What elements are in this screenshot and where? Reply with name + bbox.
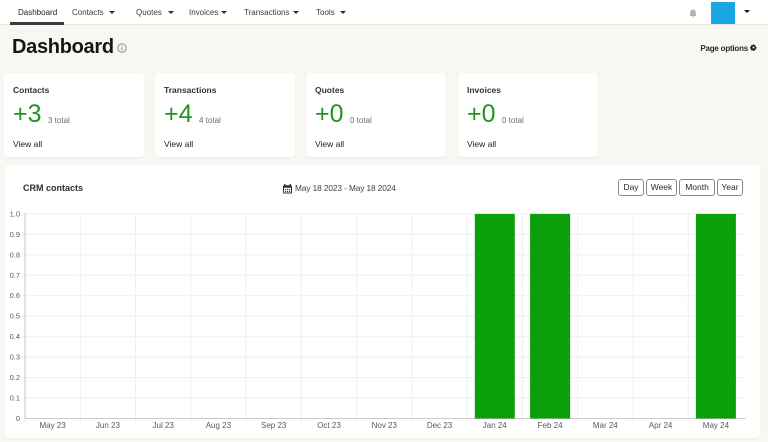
svg-text:1.0: 1.0	[10, 209, 20, 218]
svg-text:May 23: May 23	[39, 421, 66, 430]
svg-text:0.3: 0.3	[10, 353, 20, 362]
svg-text:0.8: 0.8	[10, 250, 20, 259]
svg-text:0.9: 0.9	[10, 230, 20, 239]
svg-text:Sep 23: Sep 23	[261, 421, 287, 430]
svg-text:Jul 23: Jul 23	[153, 421, 175, 430]
svg-text:0.7: 0.7	[10, 271, 20, 280]
svg-text:0.6: 0.6	[10, 291, 20, 300]
svg-text:Oct 23: Oct 23	[317, 421, 341, 430]
svg-text:0.1: 0.1	[10, 394, 20, 403]
svg-text:0.2: 0.2	[10, 373, 20, 382]
svg-text:Nov 23: Nov 23	[372, 421, 398, 430]
svg-text:May 24: May 24	[703, 421, 730, 430]
svg-text:Feb 24: Feb 24	[538, 421, 563, 430]
svg-text:0.5: 0.5	[10, 312, 20, 321]
svg-text:Dec 23: Dec 23	[427, 421, 453, 430]
svg-text:Aug 23: Aug 23	[206, 421, 232, 430]
svg-text:0.4: 0.4	[10, 332, 20, 341]
svg-text:Apr 24: Apr 24	[649, 421, 673, 430]
svg-text:Mar 24: Mar 24	[593, 421, 618, 430]
svg-text:0: 0	[16, 414, 20, 423]
svg-text:Jan 24: Jan 24	[483, 421, 508, 430]
svg-text:Jun 23: Jun 23	[96, 421, 121, 430]
